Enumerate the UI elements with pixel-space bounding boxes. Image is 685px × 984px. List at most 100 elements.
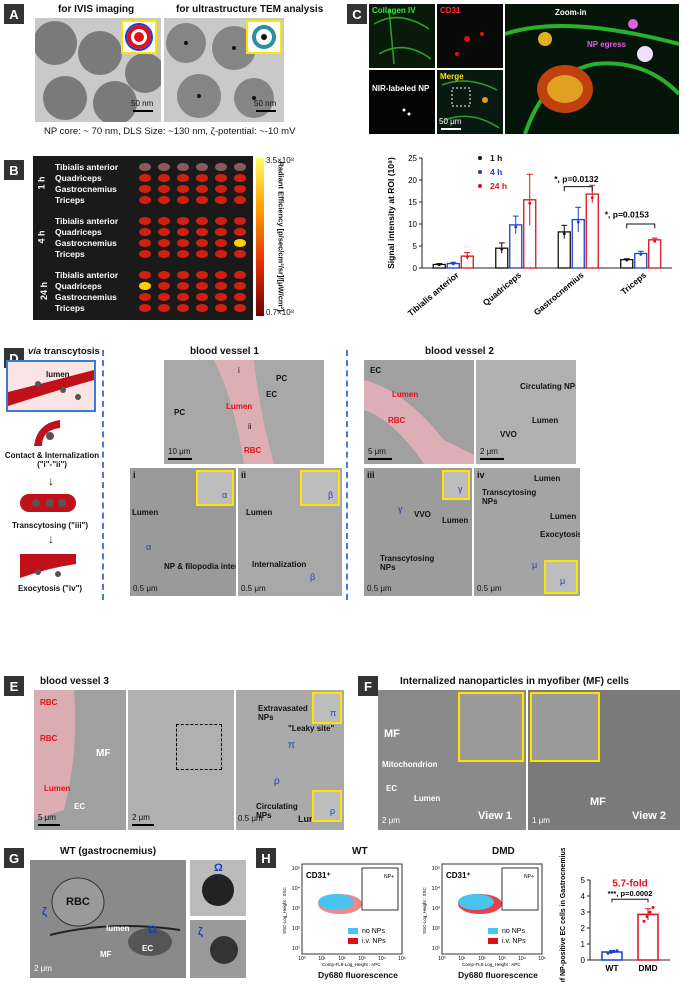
ivis-muscle-signal	[158, 304, 170, 312]
rbc-label: RBC	[66, 896, 90, 908]
ivis-muscle-signal	[158, 228, 170, 236]
x-tick-label: 10⁰	[438, 956, 446, 962]
ivis-muscle-signal	[158, 196, 170, 204]
ivis-muscle-signal	[177, 282, 189, 290]
panel-g-title: WT (gastrocnemius)	[60, 846, 157, 857]
scale-label: 50 μm	[439, 117, 462, 126]
ivis-np-inset	[121, 20, 157, 54]
ivis-muscle-signal	[139, 304, 151, 312]
ivis-muscle-signal	[234, 174, 246, 182]
greek-label: ρ	[274, 776, 280, 787]
x-tick-label: 10¹	[458, 956, 466, 962]
panel-b-label: B	[4, 160, 24, 180]
scale-label: 50 nm	[131, 99, 154, 108]
zeta-inset-image: ζ	[190, 920, 246, 978]
scale-label: 2 μm	[34, 964, 52, 973]
greek-label: β	[310, 572, 316, 582]
ivis-muscle-signal	[158, 282, 170, 290]
mf-label: MF	[384, 728, 400, 740]
signal-intensity-chart: 0 5 10 15 20 25 Signal intensity at ROI (10⁸) T…	[386, 153, 672, 318]
legend-swatch	[348, 938, 358, 944]
legend-label: i.v. NPs	[502, 938, 526, 945]
schematic-contact-icon	[34, 420, 60, 446]
ivis-muscle-signal	[234, 239, 246, 247]
data-point	[625, 258, 629, 262]
data-point	[653, 239, 657, 243]
x-tick-label: Gastrocnemius	[532, 270, 586, 318]
data-point	[651, 906, 655, 910]
rbc-label: RBC	[40, 698, 58, 707]
x-tick-label: WT	[605, 963, 619, 973]
tem-np-inset	[246, 20, 282, 54]
ivis-muscle-signal	[158, 185, 170, 193]
legend-label: 1 h	[490, 153, 502, 163]
panel-a-label: A	[4, 4, 24, 24]
ivis-muscle-signal	[139, 250, 151, 258]
flow-plot-dmd: 10⁵ 10⁴ 10³ 10² 10¹ 10⁰ 10¹ 10² 10³ 10⁴ 10⁵ SSC-Log…	[422, 863, 546, 967]
rbc-label: RBC	[388, 416, 406, 425]
data-point	[514, 225, 518, 229]
ivis-muscle-signal	[177, 185, 189, 193]
ivis-muscle-signal	[177, 304, 189, 312]
circulating-nps-label: Circulating NPs	[520, 382, 576, 391]
no-np-population	[458, 894, 494, 910]
y-tick-label: 10¹	[292, 946, 300, 952]
myofiber-view1-image: MF Mitochondrion EC Lumen View 1 2 μm	[378, 690, 526, 830]
y-tick-label: 15	[408, 198, 417, 207]
flow-wt-title: WT	[352, 846, 368, 857]
omega-inset-image: Ω	[190, 860, 246, 916]
scale-label: 5 μm	[368, 447, 386, 456]
ivis-muscle-signal	[196, 174, 208, 182]
schematic-lumen-box: lumen	[6, 360, 96, 412]
ivis-muscle-signal	[158, 271, 170, 279]
gate-label: NP+	[384, 874, 394, 880]
ivis-muscle-signal	[158, 163, 170, 171]
bv3-title: blood vessel 3	[40, 676, 109, 687]
flow-plot-wt: 10⁵ 10⁴ 10³ 10² 10¹ 10⁰ 10¹ 10² 10³ 10⁴ 10⁵ SSC-Log…	[282, 863, 406, 967]
ivis-muscle-label: Gastrocnemius	[55, 238, 117, 248]
ivis-muscle-signal	[177, 239, 189, 247]
ivis-muscle-signal	[215, 174, 227, 182]
ec-label: EC	[74, 802, 86, 811]
ivis-muscle-signal	[196, 271, 208, 279]
inset-box: μ	[544, 560, 578, 594]
legend-label: 4 h	[490, 167, 502, 177]
ivis-muscle-signal	[177, 271, 189, 279]
data-point	[612, 950, 616, 954]
bv3-zoom-image: 2 μm	[128, 690, 234, 830]
wt-gastrocnemius-image: RBC lumen MF EC ζ Ω 2 μm	[30, 860, 186, 978]
scale-label: 0.5 μm	[241, 584, 266, 593]
ivis-group: 1 h Tibialis anterior Quadriceps Gastrocnem…	[33, 160, 253, 210]
tem-image-ivis: 50 nm	[35, 18, 161, 122]
lumen-label: Lumen	[534, 474, 561, 483]
y-axis-label: % of NP-positive EC cells in Gastrocnemi…	[560, 848, 567, 982]
ivis-muscle-signal	[158, 217, 170, 225]
data-point	[437, 263, 441, 267]
y-tick-label: 0	[413, 264, 418, 273]
y-tick-label: 1	[581, 940, 586, 949]
mf-label: MF	[100, 950, 112, 959]
schematic-step3: Exocytosis ("iv")	[17, 584, 83, 593]
ivis-muscle-signal	[215, 163, 227, 171]
greek-label: ζ	[42, 906, 48, 918]
ivis-muscle-signal	[196, 239, 208, 247]
scale-label: 2 μm	[382, 816, 400, 825]
bv1-title: blood vessel 1	[190, 346, 259, 357]
x-tick-label: DMD	[638, 963, 657, 973]
y-tick-label: 10⁵	[432, 865, 440, 872]
data-point	[500, 247, 504, 251]
significance-bracket	[563, 186, 593, 191]
data-point	[615, 949, 619, 953]
flow-xlabel-wt: Dy680 fluorescence	[318, 970, 398, 980]
bv3-image: RBC RBC Lumen MF EC 5 μm	[34, 690, 126, 830]
x-axis-label: Comp-FL8-Log_Height : APC	[462, 962, 521, 967]
greek-label: π	[288, 740, 295, 751]
y-tick-label: 10⁴	[292, 885, 301, 892]
ivis-muscle-signal	[196, 250, 208, 258]
ivis-group: 4 h Tibialis anterior Quadriceps Gastrocnem…	[33, 214, 253, 264]
greek-label: μ	[532, 560, 538, 570]
ivis-muscle-signal	[139, 282, 151, 290]
ivis-muscle-label: Triceps	[55, 249, 85, 259]
ivis-muscle-signal	[139, 196, 151, 204]
ivis-muscle-signal	[177, 228, 189, 236]
